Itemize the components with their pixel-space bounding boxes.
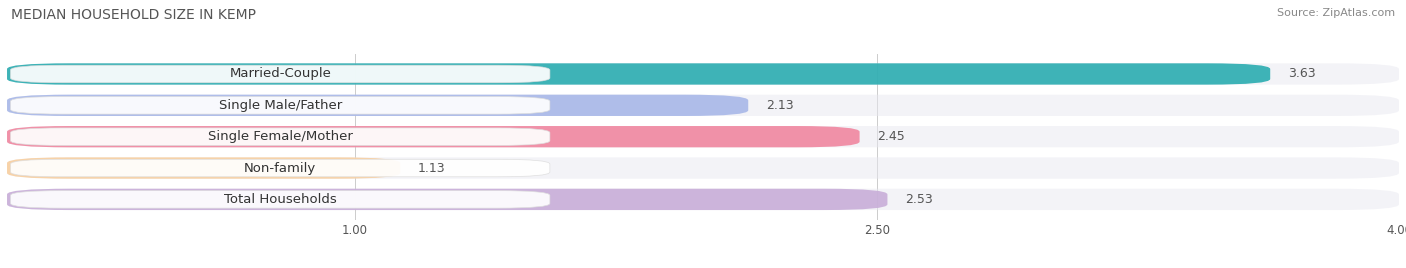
FancyBboxPatch shape <box>10 96 550 114</box>
Text: 3.63: 3.63 <box>1288 68 1315 80</box>
FancyBboxPatch shape <box>7 157 1399 179</box>
FancyBboxPatch shape <box>7 95 748 116</box>
Text: Single Female/Mother: Single Female/Mother <box>208 130 353 143</box>
FancyBboxPatch shape <box>7 95 1399 116</box>
Text: 2.13: 2.13 <box>766 99 793 112</box>
Text: Single Male/Father: Single Male/Father <box>218 99 342 112</box>
FancyBboxPatch shape <box>7 157 401 179</box>
Text: Source: ZipAtlas.com: Source: ZipAtlas.com <box>1277 8 1395 18</box>
Text: 2.45: 2.45 <box>877 130 904 143</box>
FancyBboxPatch shape <box>7 63 1270 85</box>
FancyBboxPatch shape <box>10 191 550 208</box>
FancyBboxPatch shape <box>10 159 550 177</box>
FancyBboxPatch shape <box>7 63 1399 85</box>
FancyBboxPatch shape <box>7 126 859 147</box>
Text: Total Households: Total Households <box>224 193 336 206</box>
Text: Non-family: Non-family <box>245 162 316 174</box>
FancyBboxPatch shape <box>10 128 550 146</box>
Text: MEDIAN HOUSEHOLD SIZE IN KEMP: MEDIAN HOUSEHOLD SIZE IN KEMP <box>11 8 256 22</box>
FancyBboxPatch shape <box>10 65 550 83</box>
Text: Married-Couple: Married-Couple <box>229 68 332 80</box>
FancyBboxPatch shape <box>7 189 1399 210</box>
Text: 2.53: 2.53 <box>905 193 932 206</box>
FancyBboxPatch shape <box>7 189 887 210</box>
Text: 1.13: 1.13 <box>418 162 446 174</box>
FancyBboxPatch shape <box>7 126 1399 147</box>
